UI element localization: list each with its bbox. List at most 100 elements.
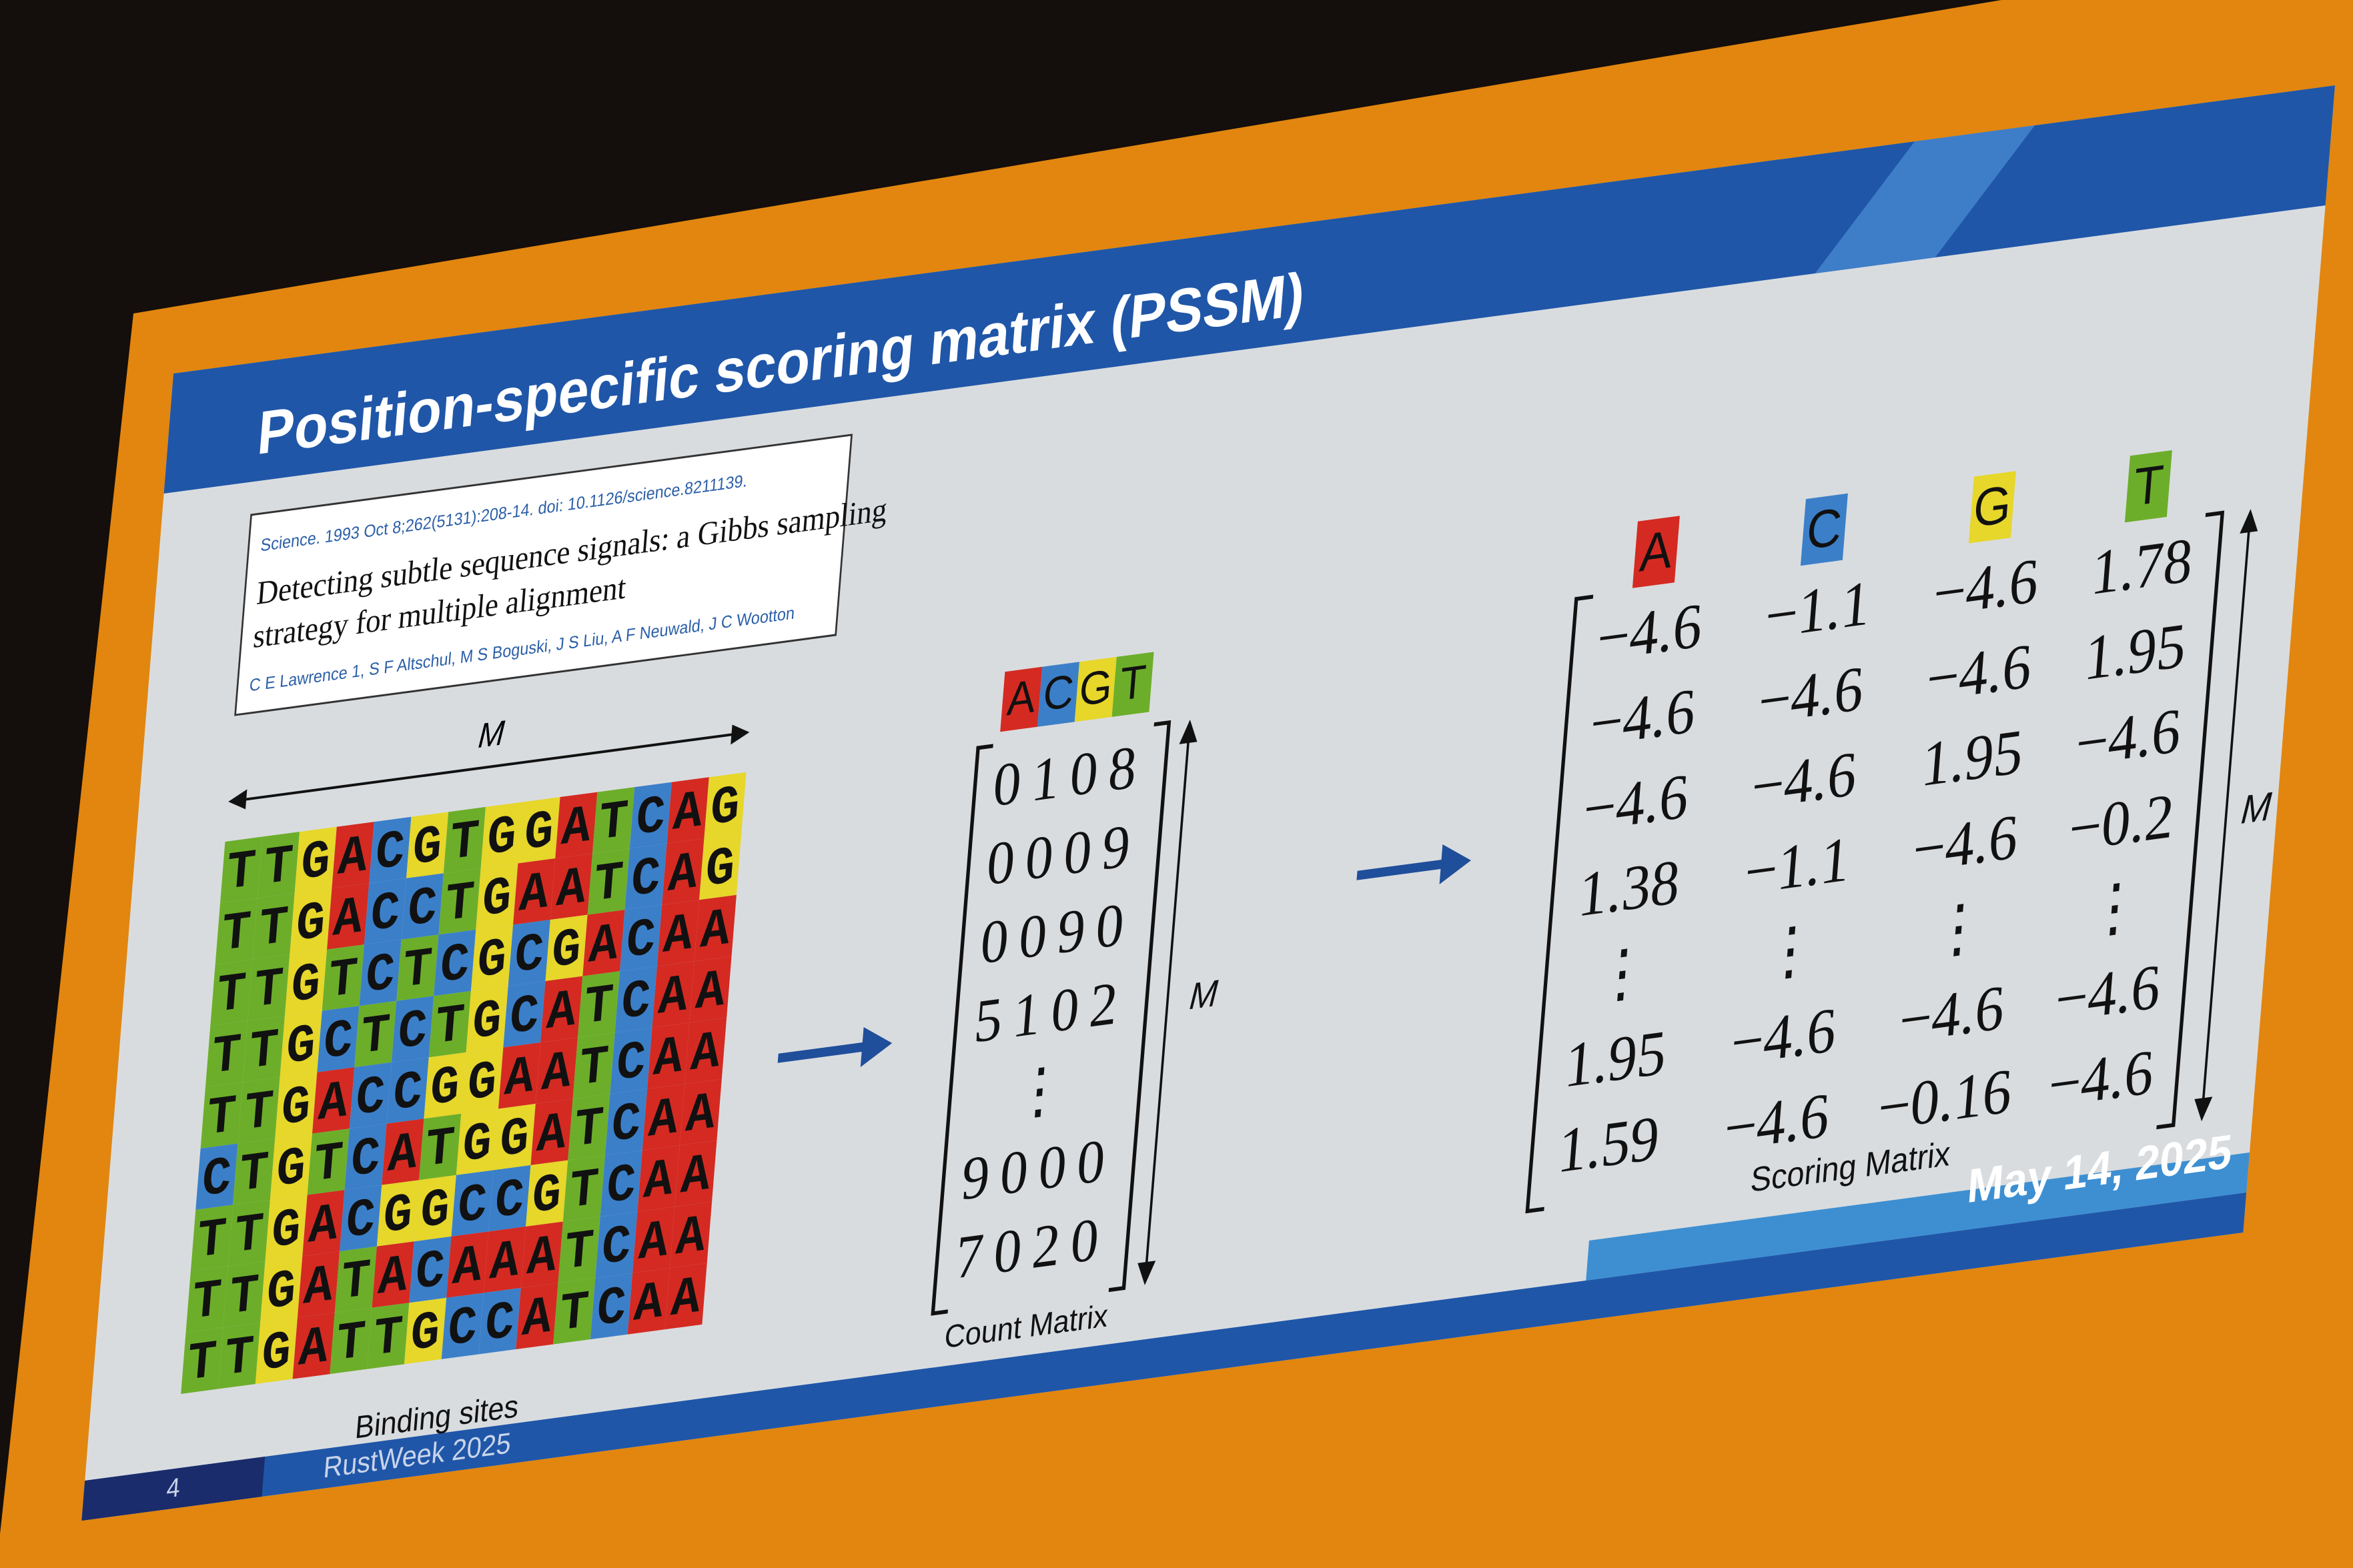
base-cell — [592, 787, 635, 854]
base-cell — [223, 1261, 266, 1328]
base-cell — [419, 1113, 462, 1181]
base-cell — [478, 1288, 521, 1355]
base-cell — [461, 1047, 504, 1114]
base-cell — [669, 1201, 713, 1269]
header-cell — [1800, 493, 1848, 566]
score: −4.6 — [1588, 674, 1698, 760]
bracket — [931, 744, 993, 1316]
base-cell — [255, 1317, 298, 1385]
score: −4.6 — [2073, 694, 2184, 780]
base-cell — [516, 1283, 558, 1350]
base-cell — [632, 1207, 675, 1273]
base-cell — [530, 1098, 573, 1166]
base-cell — [568, 1094, 610, 1160]
base-cell — [545, 914, 588, 982]
score: −4.6 — [1924, 630, 2034, 715]
base-cell — [401, 873, 444, 940]
base-cell — [327, 883, 370, 950]
column-header: T — [1118, 655, 1148, 711]
column-header: G — [1971, 475, 2013, 539]
base-cell — [297, 1251, 340, 1318]
citation-box — [234, 434, 853, 716]
arrow-head — [1137, 1261, 1156, 1286]
base-cell — [382, 1118, 424, 1185]
base-cell — [312, 1067, 355, 1134]
length-label: M — [477, 713, 506, 756]
base-cell — [414, 1174, 456, 1242]
column-header: A — [1638, 520, 1675, 583]
score: −4.6 — [1594, 589, 1705, 674]
base-cell — [498, 1042, 541, 1109]
arrow-head — [228, 789, 248, 810]
header-cell — [1000, 666, 1043, 732]
base-cell — [629, 782, 672, 849]
score: ⋮ — [1927, 889, 1990, 968]
base-cell — [359, 939, 402, 1006]
base-cell — [558, 1217, 600, 1283]
base-cell — [480, 802, 523, 868]
side-label: M — [1188, 973, 1220, 1018]
base-cell — [483, 1227, 526, 1293]
base-cell — [600, 1150, 642, 1217]
base-cell — [614, 966, 657, 1033]
base-cell — [582, 910, 625, 976]
base-cell — [684, 1017, 727, 1084]
count-row: ⋮ — [1009, 1052, 1081, 1129]
base-cell — [257, 832, 300, 898]
base-cell — [369, 816, 412, 884]
header-cell — [1111, 652, 1154, 717]
base-cell — [322, 944, 364, 1011]
base-cell — [428, 990, 471, 1058]
base-cell — [391, 996, 434, 1062]
base-cell — [195, 1143, 238, 1210]
base-cell — [493, 1104, 536, 1170]
base-cell — [284, 949, 328, 1016]
base-cell — [704, 772, 747, 839]
base-cell — [652, 961, 694, 1028]
column-header: G — [1077, 660, 1114, 716]
base-cell — [330, 1307, 372, 1375]
base-cell — [290, 888, 332, 955]
base-cell — [550, 853, 593, 920]
base-cell — [205, 1020, 248, 1087]
score: −1.1 — [1763, 567, 1873, 652]
base-cell — [248, 954, 290, 1021]
base-cell — [340, 1185, 382, 1252]
base-cell — [456, 1108, 499, 1175]
footer-band — [81, 1192, 2247, 1521]
base-cell — [280, 1010, 322, 1078]
arrow-head — [731, 724, 750, 745]
header-cell — [1968, 471, 2016, 544]
base-cell — [233, 1138, 276, 1205]
base-cell — [666, 777, 709, 844]
side-arrow — [2202, 528, 2250, 1102]
header-cell — [1074, 656, 1117, 722]
base-cell — [577, 971, 620, 1038]
score: ⋮ — [1590, 934, 1654, 1012]
base-cell — [376, 1180, 420, 1247]
base-cell — [590, 1273, 633, 1340]
arrow-head — [860, 1026, 893, 1067]
column-header: T — [2132, 454, 2166, 518]
base-cell — [513, 858, 556, 925]
base-cell — [409, 1236, 452, 1303]
base-cell — [275, 1072, 318, 1139]
base-cell — [372, 1241, 414, 1308]
length-arrow — [240, 732, 738, 802]
base-cell — [451, 1170, 494, 1237]
base-cell — [349, 1062, 392, 1129]
base-cell — [526, 1160, 568, 1227]
base-cell — [294, 826, 337, 894]
base-cell — [674, 1140, 717, 1207]
base-cell — [406, 812, 449, 878]
column-header: C — [1041, 665, 1076, 721]
header-cell — [1037, 662, 1080, 727]
base-cell — [404, 1297, 447, 1365]
base-cell — [562, 1155, 606, 1222]
base-cell — [307, 1128, 350, 1195]
score: ⋮ — [1759, 912, 1822, 990]
base-cell — [354, 1000, 397, 1068]
score: 1.38 — [1576, 846, 1683, 930]
